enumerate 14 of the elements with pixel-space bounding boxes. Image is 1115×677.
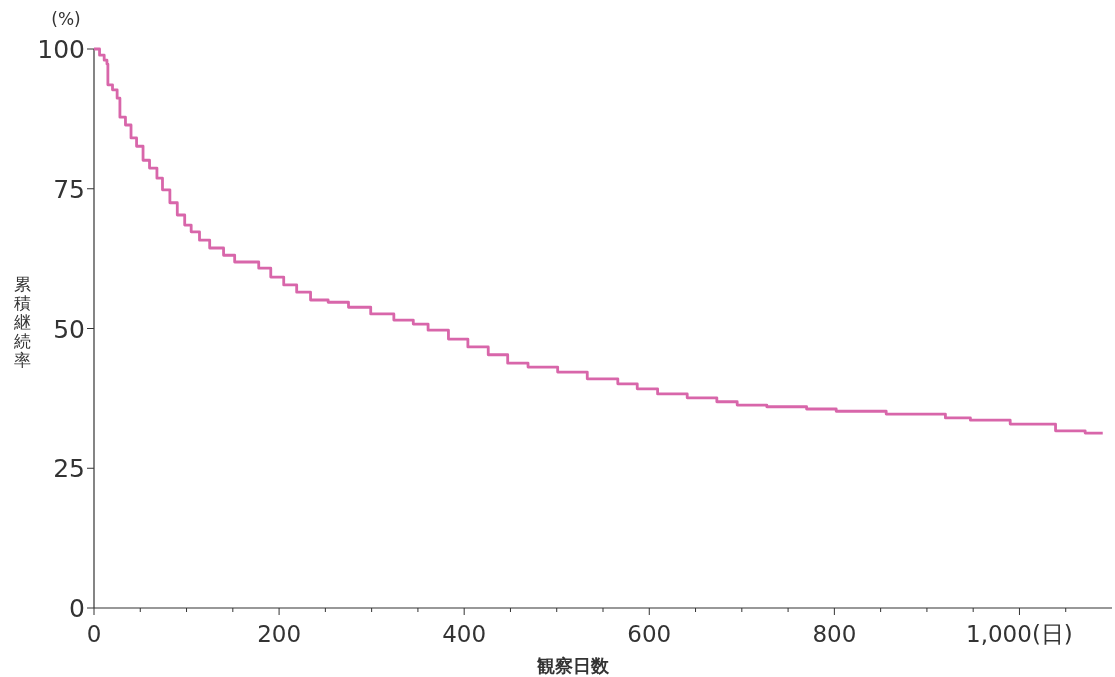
- y-axis-title: 累積継続率: [12, 274, 31, 370]
- x-axis-title: 観察日数: [536, 655, 610, 676]
- x-tick-label: 600: [627, 621, 672, 647]
- x-tick-label: 0: [86, 621, 102, 647]
- y-tick-label: 75: [53, 174, 85, 204]
- y-tick-label: 0: [69, 594, 85, 623]
- x-tick-label: 200: [257, 621, 302, 647]
- x-tick-label: 400: [442, 621, 487, 647]
- y-tick-label: 25: [53, 454, 85, 484]
- x-tick-label: 800: [812, 621, 857, 647]
- y-tick-label: 50: [53, 314, 85, 344]
- text: (%): [51, 9, 81, 29]
- y-tick-label: 100: [37, 35, 85, 64]
- x-tick-label: 1,000(日): [966, 621, 1073, 647]
